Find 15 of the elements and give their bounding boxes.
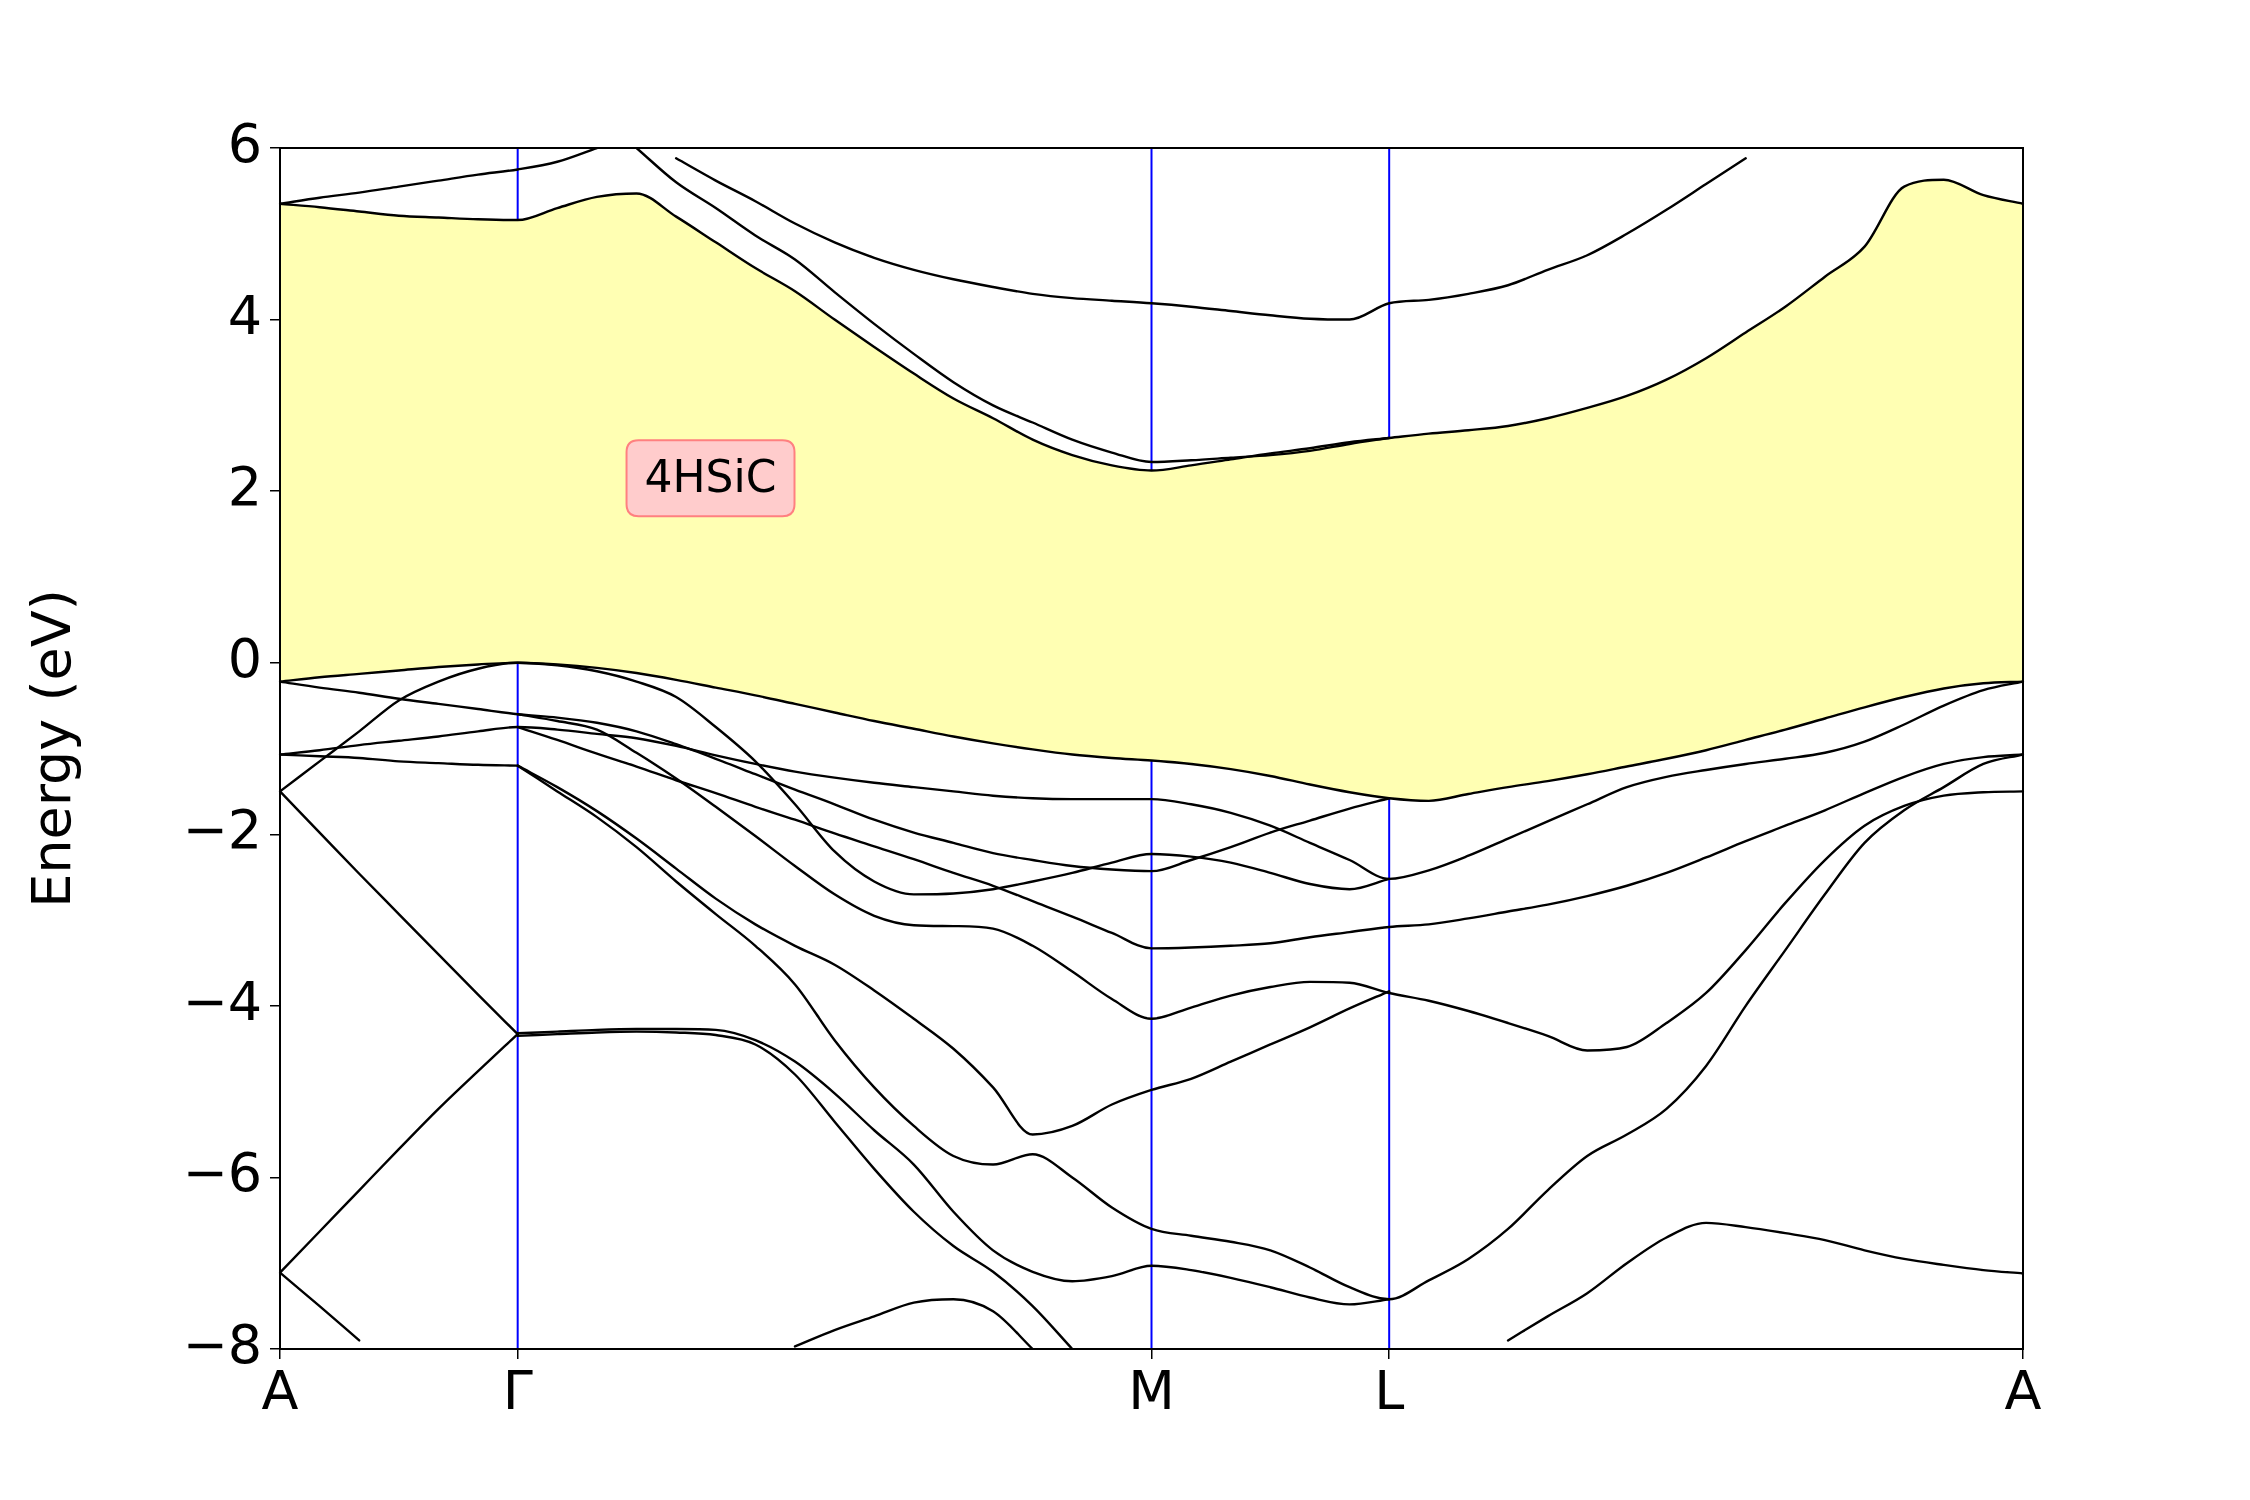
y-tick-label: −2	[182, 798, 262, 862]
y-tick-label: 0	[227, 626, 262, 690]
y-axis-title: Energy (eV)	[20, 589, 84, 908]
y-tick-label: −8	[182, 1313, 262, 1377]
x-tick-label: L	[1374, 1359, 1405, 1423]
y-tick-label: −6	[182, 1141, 262, 1205]
x-tick-label: Γ	[502, 1359, 533, 1423]
y-tick-label: 6	[227, 112, 262, 176]
y-tick-label: 2	[227, 455, 262, 519]
x-tick-label: M	[1128, 1359, 1175, 1423]
x-tick-label: A	[2004, 1359, 2042, 1423]
y-tick-label: −4	[182, 969, 262, 1033]
x-tick-label: A	[261, 1359, 299, 1423]
y-tick-label: 4	[227, 283, 262, 347]
annotation: 4HSiC	[644, 450, 777, 502]
